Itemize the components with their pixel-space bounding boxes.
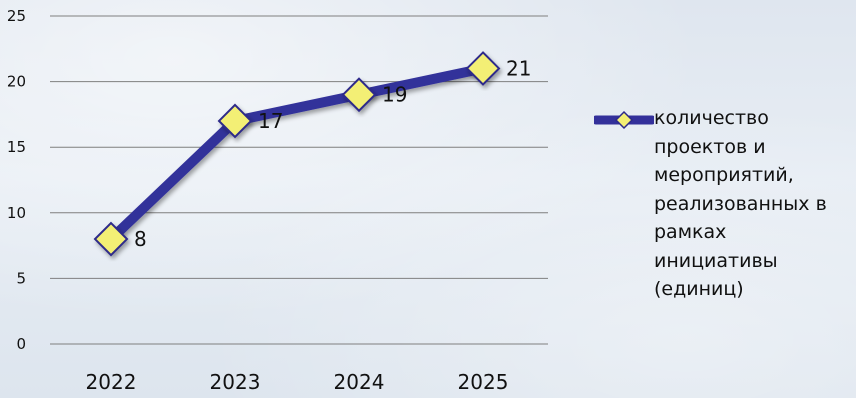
x-category-label: 2024 [334,370,385,394]
y-tick-label: 5 [16,269,26,287]
legend-label: количество проектов и мероприятий, реали… [654,104,854,304]
legend-line-1: количество [654,107,769,129]
y-axis-tick-labels: 0 5 10 15 20 25 [7,7,26,353]
data-label: 8 [134,227,147,251]
legend-line-6: инициативы [654,249,778,272]
legend-line-2: проектов и [654,135,766,158]
data-point-marker [341,77,377,113]
x-category-label: 2022 [86,370,137,394]
x-axis-category-labels: 2022 2023 2024 2025 [86,370,509,394]
data-label: 17 [258,109,283,133]
y-tick-label: 15 [7,138,26,156]
series-line [106,63,488,245]
y-tick-label: 0 [16,335,26,353]
series-markers [93,51,501,257]
legend-line-3: мероприятий, [654,164,794,186]
data-point-marker [93,221,129,257]
x-category-label: 2023 [210,370,261,394]
data-point-marker [465,51,501,86]
data-point-marker [217,103,253,139]
legend-line-marker-icon [594,110,654,130]
legend-line-5: рамках [654,221,727,243]
data-label: 19 [382,83,407,107]
legend-line-4: реализованных в [654,192,827,215]
y-tick-label: 20 [7,73,26,91]
y-tick-label: 10 [7,204,26,222]
x-category-label: 2025 [458,370,509,394]
series-line-layer [106,63,488,245]
y-tick-label: 25 [7,7,26,25]
data-label: 21 [506,56,531,80]
data-labels: 8 17 19 21 [134,56,531,251]
legend-line-7: (единиц) [654,278,744,300]
